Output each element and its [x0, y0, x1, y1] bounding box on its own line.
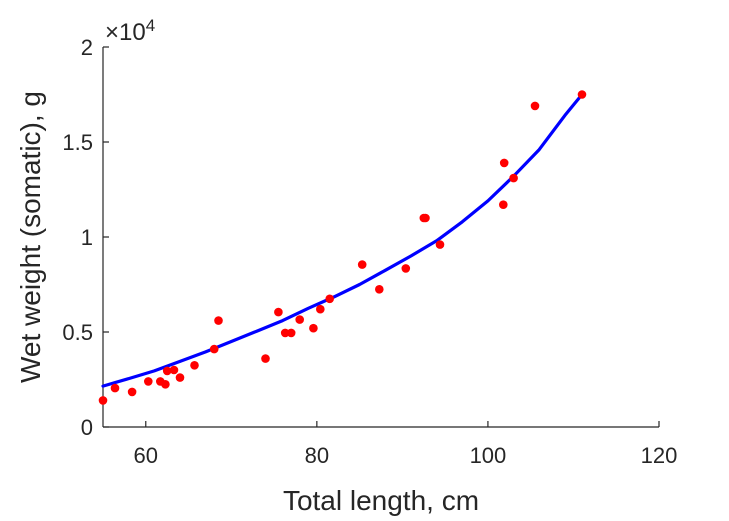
labels-layer: Total length, cm Wet weight (somatic), g…: [15, 16, 479, 516]
data-point: [577, 90, 587, 99]
y-tick-label: 1: [81, 225, 93, 250]
data-point: [127, 387, 137, 397]
data-point: [261, 354, 270, 363]
data-point: [144, 377, 153, 386]
data-point: [110, 383, 120, 393]
data-point: [162, 366, 172, 376]
y-multiplier-exponent: 4: [146, 16, 155, 35]
y-multiplier-base: ×10: [105, 19, 146, 46]
data-point: [214, 316, 223, 325]
y-tick-label: 2: [81, 35, 93, 60]
data-point: [357, 260, 367, 269]
data-point: [421, 213, 430, 223]
fit-curve-layer: [101, 92, 584, 388]
data-point: [435, 240, 445, 249]
data-point: [401, 264, 411, 273]
data-point: [280, 328, 290, 338]
fit-curve: [101, 92, 584, 388]
axes: 60 80 100 120 0 0.5 1 1.5 2: [62, 35, 677, 468]
data-point: [161, 380, 170, 389]
data-point: [309, 323, 318, 333]
data-point: [499, 200, 508, 209]
y-tick-label: 0: [81, 415, 93, 440]
x-tick-label: 120: [641, 443, 678, 468]
data-point: [325, 294, 335, 304]
x-tick-label: 100: [470, 443, 507, 468]
x-axis-label: Total length, cm: [283, 485, 479, 516]
data-point: [98, 396, 108, 405]
data-point: [316, 304, 325, 314]
data-points-layer: [98, 90, 587, 405]
data-point: [530, 101, 540, 111]
data-point: [509, 173, 518, 183]
data-point: [295, 315, 305, 324]
y-axis-multiplier: ×104: [105, 16, 155, 46]
data-point: [169, 365, 179, 375]
data-point: [209, 344, 219, 354]
x-tick-label: 80: [305, 443, 329, 468]
data-point: [190, 361, 199, 370]
data-point: [286, 328, 296, 338]
data-point: [375, 285, 384, 294]
data-point: [499, 158, 509, 168]
y-tick-label: 1.5: [62, 130, 93, 155]
data-point: [175, 373, 185, 382]
y-tick-label: 0.5: [62, 320, 93, 345]
x-tick-label: 60: [134, 443, 158, 468]
y-axis-label: Wet weight (somatic), g: [15, 91, 46, 383]
data-point: [274, 307, 283, 317]
